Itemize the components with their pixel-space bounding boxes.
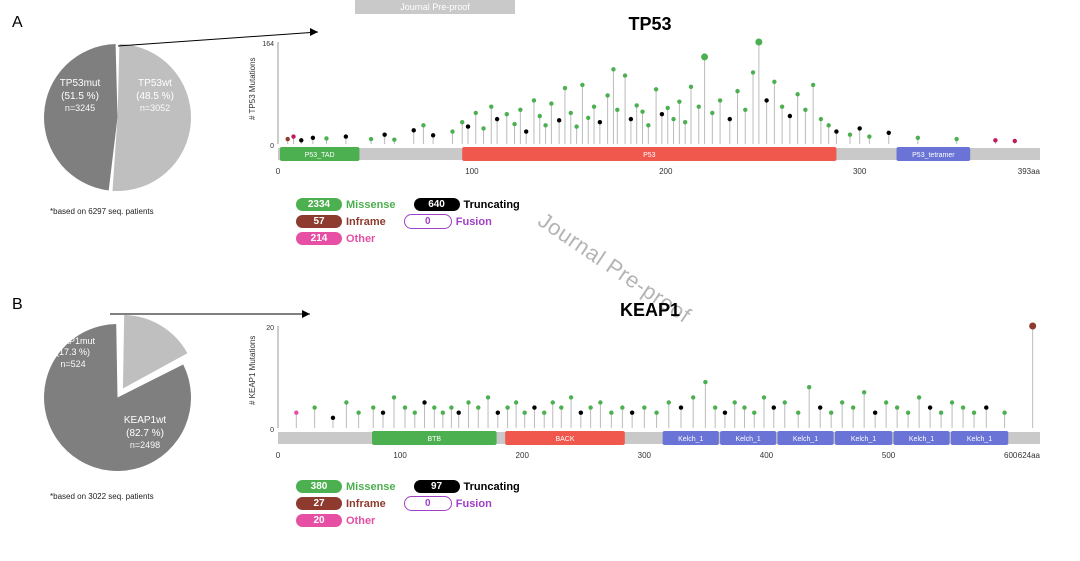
- pie-slice-pct: 51.5: [64, 91, 83, 102]
- svg-text:Kelch_1: Kelch_1: [793, 436, 818, 443]
- svg-text:0: 0: [276, 167, 281, 176]
- svg-text:0: 0: [270, 427, 274, 434]
- svg-text:300: 300: [638, 451, 652, 460]
- pie-slice-n: n=3245: [65, 103, 95, 113]
- svg-text:Kelch_1: Kelch_1: [967, 436, 992, 443]
- pie-slice-n: n=2498: [130, 440, 160, 450]
- pie-label-a-mut: TP53mut (51.5 %) n=3245: [45, 78, 115, 116]
- svg-text:393aa: 393aa: [1018, 167, 1041, 176]
- svg-text:100: 100: [465, 167, 479, 176]
- svg-text:P53_TAD: P53_TAD: [305, 152, 335, 159]
- pie-label-a-wt: TP53wt (48.5 %) n=3052: [120, 78, 190, 116]
- svg-text:BTB: BTB: [427, 436, 441, 443]
- plot-title-a: TP53: [550, 14, 750, 35]
- pie-caption-b: *based on 3022 seq. patients: [50, 492, 154, 501]
- svg-text:0: 0: [270, 143, 274, 150]
- lollipop-plot-b: 200BTBBACKKelch_1Kelch_1Kelch_1Kelch_1Ke…: [258, 320, 1058, 470]
- pie-caption-a: *based on 6297 seq. patients: [50, 207, 154, 216]
- lollipop-plot-a: 164 0 P53_TAD P53 P53_tetramer 0 100 200 300 393a…: [258, 36, 1058, 186]
- pie-slice-name: KEAP1mut: [51, 336, 95, 346]
- pie-slice-name: KEAP1wt: [124, 415, 166, 426]
- svg-text:0: 0: [276, 451, 281, 460]
- y-axis-label-b: # KEAP1 Mutations: [248, 336, 257, 405]
- pie-slice-name: TP53mut: [60, 78, 101, 89]
- legend-b: 380Missense97Truncating27Inframe0Fusion2…: [296, 480, 696, 530]
- svg-text:200: 200: [659, 167, 673, 176]
- legend-a: 2334Missense640Truncating57Inframe0Fusio…: [296, 198, 696, 248]
- pie-slice-name: TP53wt: [138, 78, 172, 89]
- panel-a-label: A: [12, 14, 23, 32]
- svg-text:Kelch_1: Kelch_1: [735, 436, 760, 443]
- pie-slice-n: n=3052: [140, 103, 170, 113]
- panel-b-label: B: [12, 296, 23, 314]
- plot-title-b: KEAP1: [550, 300, 750, 321]
- svg-text:200: 200: [516, 451, 530, 460]
- svg-text:BACK: BACK: [555, 436, 574, 443]
- svg-text:624aa: 624aa: [1018, 451, 1041, 460]
- svg-text:400: 400: [760, 451, 774, 460]
- svg-text:600: 600: [1004, 451, 1018, 460]
- svg-text:164: 164: [262, 41, 274, 48]
- svg-text:P53: P53: [643, 152, 656, 159]
- svg-text:Kelch_1: Kelch_1: [851, 436, 876, 443]
- preproof-header: Journal Pre-proof: [355, 0, 515, 14]
- svg-text:P53_tetramer: P53_tetramer: [912, 152, 955, 159]
- svg-text:500: 500: [882, 451, 896, 460]
- pie-slice-pct: 48.5: [139, 91, 158, 102]
- svg-text:300: 300: [853, 167, 867, 176]
- figure: Journal Pre-proof A TP53mut (51.5 %) n=3…: [0, 0, 1080, 561]
- pie-slice-pct: 17.3: [59, 347, 77, 357]
- pie-label-b-wt: KEAP1wt (82.7 %) n=2498: [105, 415, 185, 453]
- svg-text:20: 20: [266, 325, 274, 332]
- svg-text:Kelch_1: Kelch_1: [678, 436, 703, 443]
- pie-label-b-mut: KEAP1mut (17.3 %) n=524: [38, 336, 108, 370]
- svg-text:Kelch_1: Kelch_1: [909, 436, 934, 443]
- y-axis-label-a: # TP53 Mutations: [248, 57, 257, 120]
- pie-slice-n: n=524: [60, 359, 85, 369]
- pie-slice-pct: 82.7: [129, 428, 148, 439]
- svg-text:100: 100: [393, 451, 407, 460]
